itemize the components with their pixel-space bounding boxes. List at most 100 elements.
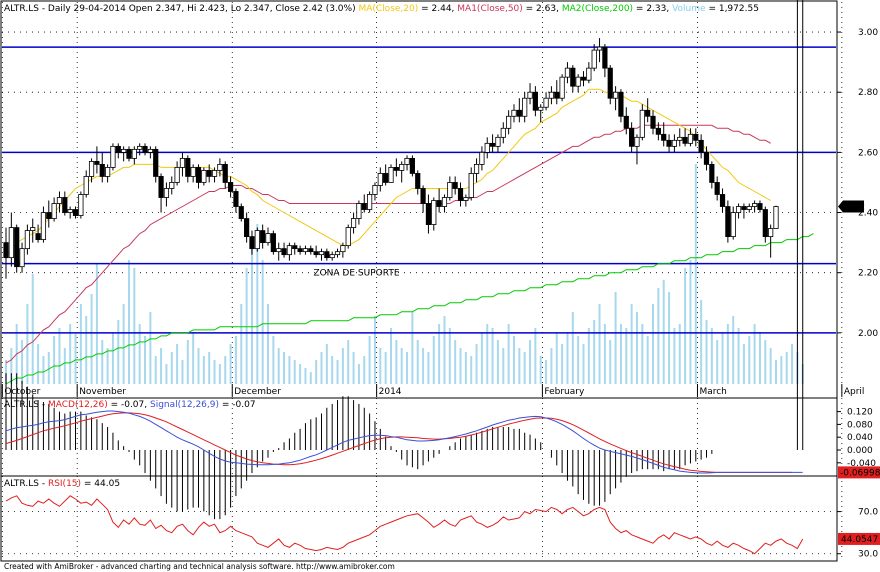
volume-bar [363,356,366,384]
candle-down [14,227,20,268]
candle-down [698,139,704,153]
volume-bar [240,304,243,384]
volume-bar [357,364,360,384]
candle-down [3,242,9,259]
volume-bar [379,348,382,384]
price-tick-label: 2.60 [858,148,878,158]
volume-bar [224,356,227,384]
volume-bar [234,336,237,384]
volume-bar [432,336,435,384]
candle-up [441,197,448,207]
candle-down [623,115,629,129]
volume-bar [117,320,120,384]
candle-up [286,245,293,256]
candle-up [586,67,592,81]
candle-up [201,170,207,183]
candle-down [409,157,415,174]
month-label: 2014 [379,387,402,397]
volume-bar [111,332,114,384]
volume-bar [694,164,697,384]
candle-up [78,194,84,216]
volume-bar [689,260,692,384]
candle-down [741,206,747,210]
volume-bar [26,304,29,384]
volume-bar [609,340,612,384]
candle-down [292,245,298,250]
volume-bar [47,352,50,384]
candle-up [404,157,410,165]
candle-up [30,227,36,231]
volume-bar [566,332,569,384]
signal-header-value: = -0.07 [219,400,256,410]
volume-bar [149,312,152,384]
price-tick-label: 3.00 [858,28,878,38]
candle-down [195,167,202,183]
last-price-label: 2.42 [845,203,865,213]
volume-bar [732,316,735,384]
volume-bar [443,316,446,384]
candle-up [254,230,260,250]
volume-bar [427,352,430,384]
volume-bar [748,336,751,384]
volume-bar [218,364,221,384]
volume-bar [144,336,147,384]
candle-down [682,136,688,144]
volume-bar [320,352,323,384]
volume-bar [186,340,189,384]
candle-up [372,185,378,195]
volume-bar [641,324,644,384]
volume-bar [160,348,163,384]
candle-down [206,170,212,177]
volume-bar [341,348,344,384]
candle-down [35,233,41,241]
volume-bar [764,340,767,384]
volume-bar [512,336,515,384]
candle-up [51,203,57,219]
candle-down [607,67,613,99]
candle-down [719,194,726,207]
rsi-header-ticker: ALTR.LS [4,479,39,489]
volume-bar [737,328,740,384]
volume-bar [630,304,633,384]
candle-up [388,167,394,183]
candle-down [297,248,303,253]
volume-bar [507,324,510,384]
candle-up [24,230,30,250]
candle-up [265,233,271,244]
volume-bar [464,352,467,384]
header-ma20-value: = 2.44, [418,4,457,14]
candle-up [735,206,742,213]
volume-bar [37,344,40,384]
candle-up [163,188,170,198]
candle-up [591,49,597,69]
volume-bar [780,356,783,384]
macd-tick-label: -0.040 [847,459,876,469]
volume-bar [304,368,307,384]
volume-bar [181,360,184,384]
volume-bar [85,316,88,384]
candle-down [457,188,464,201]
volume-bar [133,268,136,384]
candle-up [527,91,533,99]
rsi-tick-label: 70.0 [858,508,878,518]
header-ticker: ALTR.LS [4,4,39,14]
volume-bar [625,328,628,384]
macd-header-ticker: ALTR.LS [4,400,39,410]
volume-bar [673,328,676,384]
price-tick-label: 2.80 [858,88,878,98]
volume-bar [742,344,745,384]
candle-up [473,164,480,174]
candle-up [8,227,14,259]
candle-down [618,91,624,117]
candle-up [88,160,95,177]
volume-bar [315,360,318,384]
candle-up [137,145,143,150]
candle-down [383,173,389,183]
volume-bar [261,260,264,384]
volume-bar [138,324,141,384]
volume-bar [384,352,387,384]
volume-bar [598,304,601,384]
volume-bar [758,332,761,384]
candle-down [436,200,442,207]
candle-up [174,167,180,183]
